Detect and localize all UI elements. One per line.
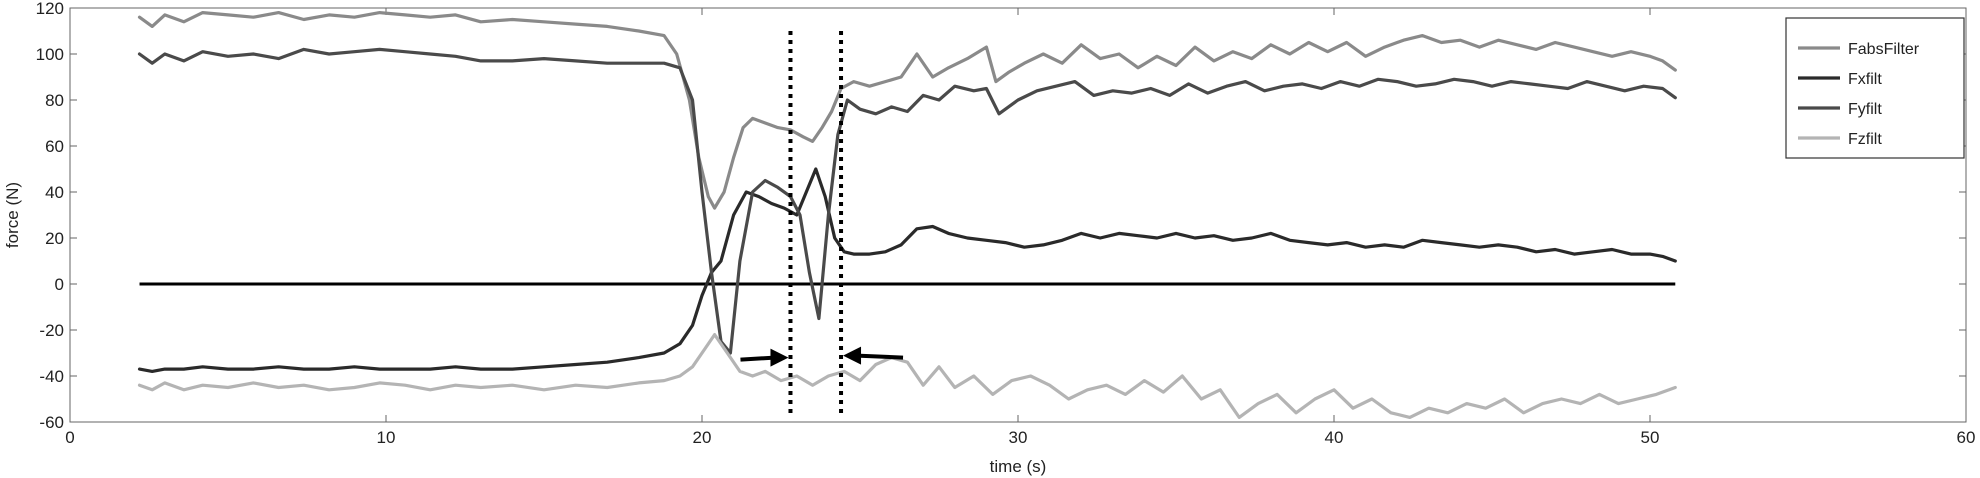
y-tick-label: 40	[45, 183, 64, 202]
y-axis: -60 -40 -20 0 20 40 60 80 100 120	[36, 0, 1966, 432]
x-tick-label: 20	[693, 428, 712, 447]
y-axis-title: force (N)	[3, 182, 22, 248]
arrow-left-shaft	[856, 353, 904, 360]
series-line-fabsfilter	[137, 11, 1677, 210]
y-tick-label: 120	[36, 0, 64, 18]
x-axis: 0 10 20 30 40 50 60	[65, 8, 1975, 447]
x-axis-title: time (s)	[990, 457, 1047, 476]
arrow-left-head	[843, 346, 862, 365]
series-lines	[137, 11, 1677, 419]
y-tick-label: 20	[45, 229, 64, 248]
legend-label-fabsfilter: FabsFilter	[1848, 41, 1920, 58]
y-tick-label: 100	[36, 45, 64, 64]
y-tick-label: -40	[39, 367, 64, 386]
y-tick-label: -60	[39, 413, 64, 432]
series-line-fzfilt	[137, 333, 1677, 419]
legend-label-fyfilt: Fyfilt	[1848, 101, 1882, 118]
legend-box	[1785, 17, 1965, 159]
arrow-right-head	[770, 348, 789, 367]
x-tick-label: 0	[65, 428, 74, 447]
series-line-fyfilt	[137, 47, 1677, 355]
plot-area	[69, 7, 1967, 423]
y-tick-label: 60	[45, 137, 64, 156]
x-tick-label: 40	[1325, 428, 1344, 447]
y-tick-label: -20	[39, 321, 64, 340]
arrow-right-shaft	[740, 355, 775, 362]
legend: FabsFilter Fxfilt Fyfilt Fzfilt	[1785, 17, 1965, 159]
series-line-fxfilt	[137, 167, 1677, 373]
y-tick-label: 80	[45, 91, 64, 110]
event-markers	[740, 31, 904, 418]
x-tick-label: 60	[1957, 428, 1976, 447]
legend-label-fzfilt: Fzfilt	[1848, 131, 1882, 148]
y-tick-label: 0	[55, 275, 64, 294]
x-tick-label: 50	[1641, 428, 1660, 447]
legend-label-fxfilt: Fxfilt	[1848, 71, 1882, 88]
x-tick-label: 10	[377, 428, 396, 447]
x-tick-label: 30	[1009, 428, 1028, 447]
